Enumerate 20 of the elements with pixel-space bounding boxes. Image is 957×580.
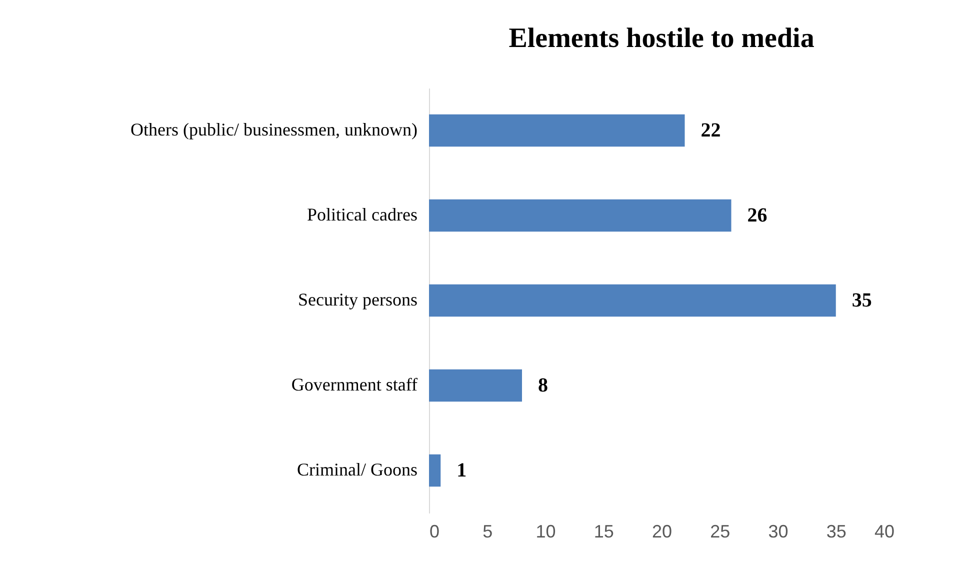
x-tick-label: 0 [430, 522, 440, 542]
y-tick-label: Others (public/ businessmen, unknown) [130, 120, 418, 140]
data-label: 8 [538, 374, 548, 396]
x-tick-label: 10 [536, 522, 556, 542]
x-tick-label: 20 [652, 522, 672, 542]
y-tick-label: Security persons [298, 290, 418, 310]
x-tick-label: 5 [482, 522, 493, 542]
x-tick-label: 15 [594, 522, 614, 542]
data-label: 26 [747, 204, 768, 226]
x-tick-label: 25 [710, 522, 730, 542]
chart-title: Elements hostile to media [508, 23, 814, 54]
x-tick-label: 35 [826, 522, 846, 542]
y-tick-label: Government staff [291, 374, 418, 394]
data-label: 35 [852, 290, 872, 312]
y-tick-label: Criminal/ Goons [297, 460, 418, 480]
x-tick-label: 30 [768, 522, 788, 542]
y-tick-label: Political cadres [307, 204, 418, 224]
data-label: 1 [456, 460, 467, 482]
x-tick-label: 40 [874, 522, 894, 542]
data-label: 22 [700, 120, 721, 142]
